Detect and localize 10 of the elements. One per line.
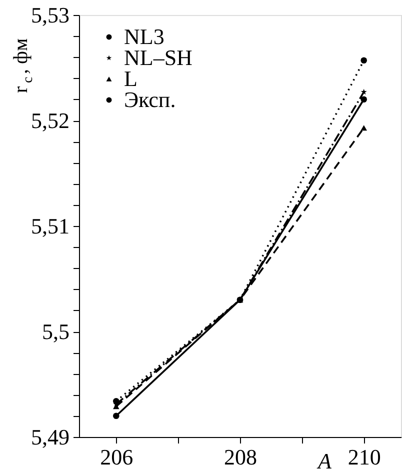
y-tick-label: 5,49 — [31, 424, 70, 450]
y-axis-title: rc, фм — [10, 38, 36, 93]
y-tick-label: 5,52 — [31, 108, 70, 133]
x-axis-title: A — [316, 448, 332, 474]
y-tick-label: 5,53 — [31, 2, 70, 28]
x-tick-label: 206 — [100, 444, 134, 470]
y-tick-label: 5,51 — [31, 214, 70, 238]
x-tick-label: 210 — [348, 444, 381, 470]
y-tick-label: 5,5 — [42, 319, 70, 344]
x-tick-label: 208 — [224, 444, 257, 470]
